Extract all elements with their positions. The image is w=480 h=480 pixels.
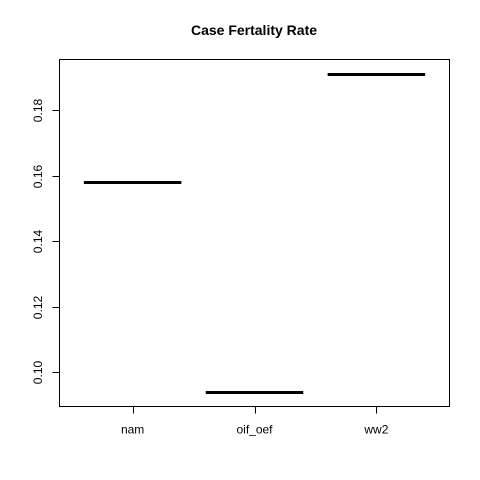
x-tick-label: oif_oef (236, 423, 273, 437)
x-axis: nam oif_oef ww2 (121, 406, 389, 437)
x-tick-label: nam (121, 423, 144, 437)
chart-title: Case Fertality Rate (191, 22, 317, 38)
y-tick-label: 0.12 (31, 295, 45, 319)
plot-area (59, 59, 450, 407)
data-marks (83, 73, 426, 394)
y-tick-label: 0.18 (31, 98, 45, 122)
y-axis: 0.10 0.12 0.14 0.16 0.18 (31, 98, 60, 384)
y-tick-label: 0.14 (31, 229, 45, 253)
y-tick-label: 0.16 (31, 164, 45, 188)
y-tick-label: 0.10 (31, 360, 45, 384)
x-tick-label: ww2 (363, 423, 388, 437)
